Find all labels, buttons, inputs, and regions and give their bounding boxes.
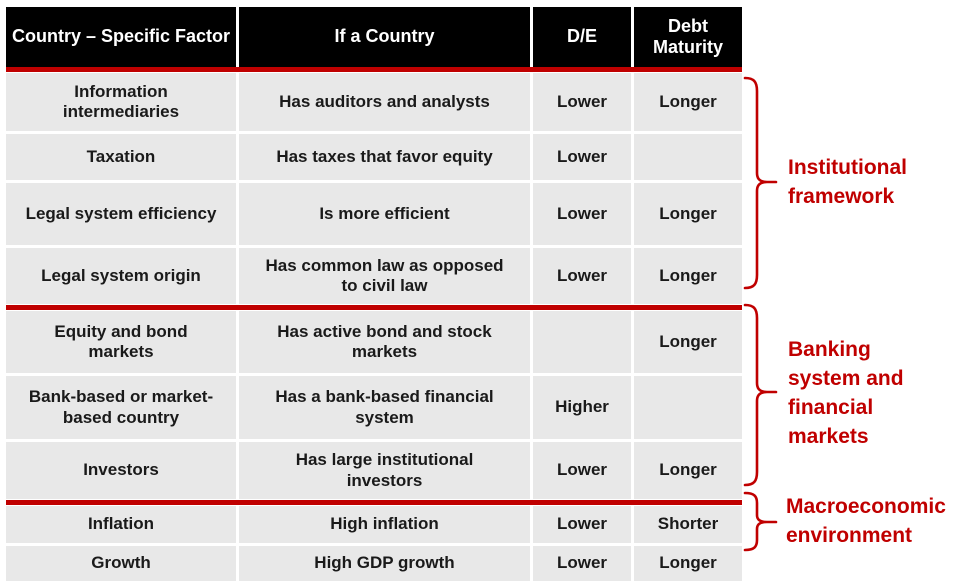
de-cell <box>533 311 631 373</box>
table-row: Information intermediaries Has auditors … <box>6 73 742 131</box>
table-row: Investors Has large institutional invest… <box>6 442 742 499</box>
condition-cell: High GDP growth <box>239 546 530 581</box>
factor-cell: Taxation <box>6 134 236 180</box>
group-label-macroeconomic-environment: Macroeconomic environment <box>786 495 946 547</box>
condition-cell: Has taxes that favor equity <box>239 134 530 180</box>
condition-cell: Has a bank-based financial system <box>239 376 530 439</box>
factor-cell: Growth <box>6 546 236 581</box>
condition-cell: Has auditors and analysts <box>239 73 530 131</box>
brace-icon <box>742 491 780 552</box>
table-row: Equity and bond markets Has active bond … <box>6 311 742 373</box>
group-divider-line <box>6 305 742 310</box>
table-row: Growth High GDP growth Lower Longer <box>6 546 742 581</box>
table-row: Legal system origin Has common law as op… <box>6 248 742 304</box>
maturity-cell: Longer <box>634 183 742 245</box>
maturity-cell: Longer <box>634 442 742 499</box>
condition-cell: Has active bond and stock markets <box>239 311 530 373</box>
brace-icon <box>742 303 780 487</box>
condition-cell: Has common law as opposed to civil law <box>239 248 530 304</box>
table-row: Legal system efficiency Is more efficien… <box>6 183 742 245</box>
factor-cell: Legal system origin <box>6 248 236 304</box>
table-header-row: Country – Specific Factor If a Country D… <box>6 7 742 67</box>
de-cell: Higher <box>533 376 631 439</box>
de-cell: Lower <box>533 546 631 581</box>
country-factors-table: Country – Specific Factor If a Country D… <box>6 7 742 581</box>
de-cell: Lower <box>533 134 631 180</box>
factor-cell: Legal system efficiency <box>6 183 236 245</box>
factor-cell: Inflation <box>6 506 236 543</box>
de-cell: Lower <box>533 248 631 304</box>
factor-cell: Equity and bond markets <box>6 311 236 373</box>
factor-cell: Investors <box>6 442 236 499</box>
factor-cell: Bank-based or market-based country <box>6 376 236 439</box>
maturity-cell <box>634 376 742 439</box>
group-label-banking-system: Banking system and financial markets <box>788 338 904 448</box>
group-divider-line <box>6 500 742 505</box>
de-cell: Lower <box>533 506 631 543</box>
maturity-cell: Longer <box>634 248 742 304</box>
table-row: Inflation High inflation Lower Shorter <box>6 506 742 543</box>
maturity-cell: Longer <box>634 73 742 131</box>
de-cell: Lower <box>533 442 631 499</box>
maturity-cell: Longer <box>634 546 742 581</box>
de-cell: Lower <box>533 73 631 131</box>
maturity-cell: Longer <box>634 311 742 373</box>
header-divider-line <box>6 67 742 72</box>
condition-cell: High inflation <box>239 506 530 543</box>
column-header-condition: If a Country <box>239 7 530 67</box>
group-label-institutional-framework: Institutional framework <box>788 156 907 208</box>
column-header-factor: Country – Specific Factor <box>6 7 236 67</box>
de-cell: Lower <box>533 183 631 245</box>
column-header-de: D/E <box>533 7 631 67</box>
table-row: Taxation Has taxes that favor equity Low… <box>6 134 742 180</box>
table-row: Bank-based or market-based country Has a… <box>6 376 742 439</box>
maturity-cell <box>634 134 742 180</box>
factor-cell: Information intermediaries <box>6 73 236 131</box>
condition-cell: Has large institutional investors <box>239 442 530 499</box>
condition-cell: Is more efficient <box>239 183 530 245</box>
column-header-debt-maturity: Debt Maturity <box>634 7 742 67</box>
maturity-cell: Shorter <box>634 506 742 543</box>
brace-icon <box>742 76 780 290</box>
